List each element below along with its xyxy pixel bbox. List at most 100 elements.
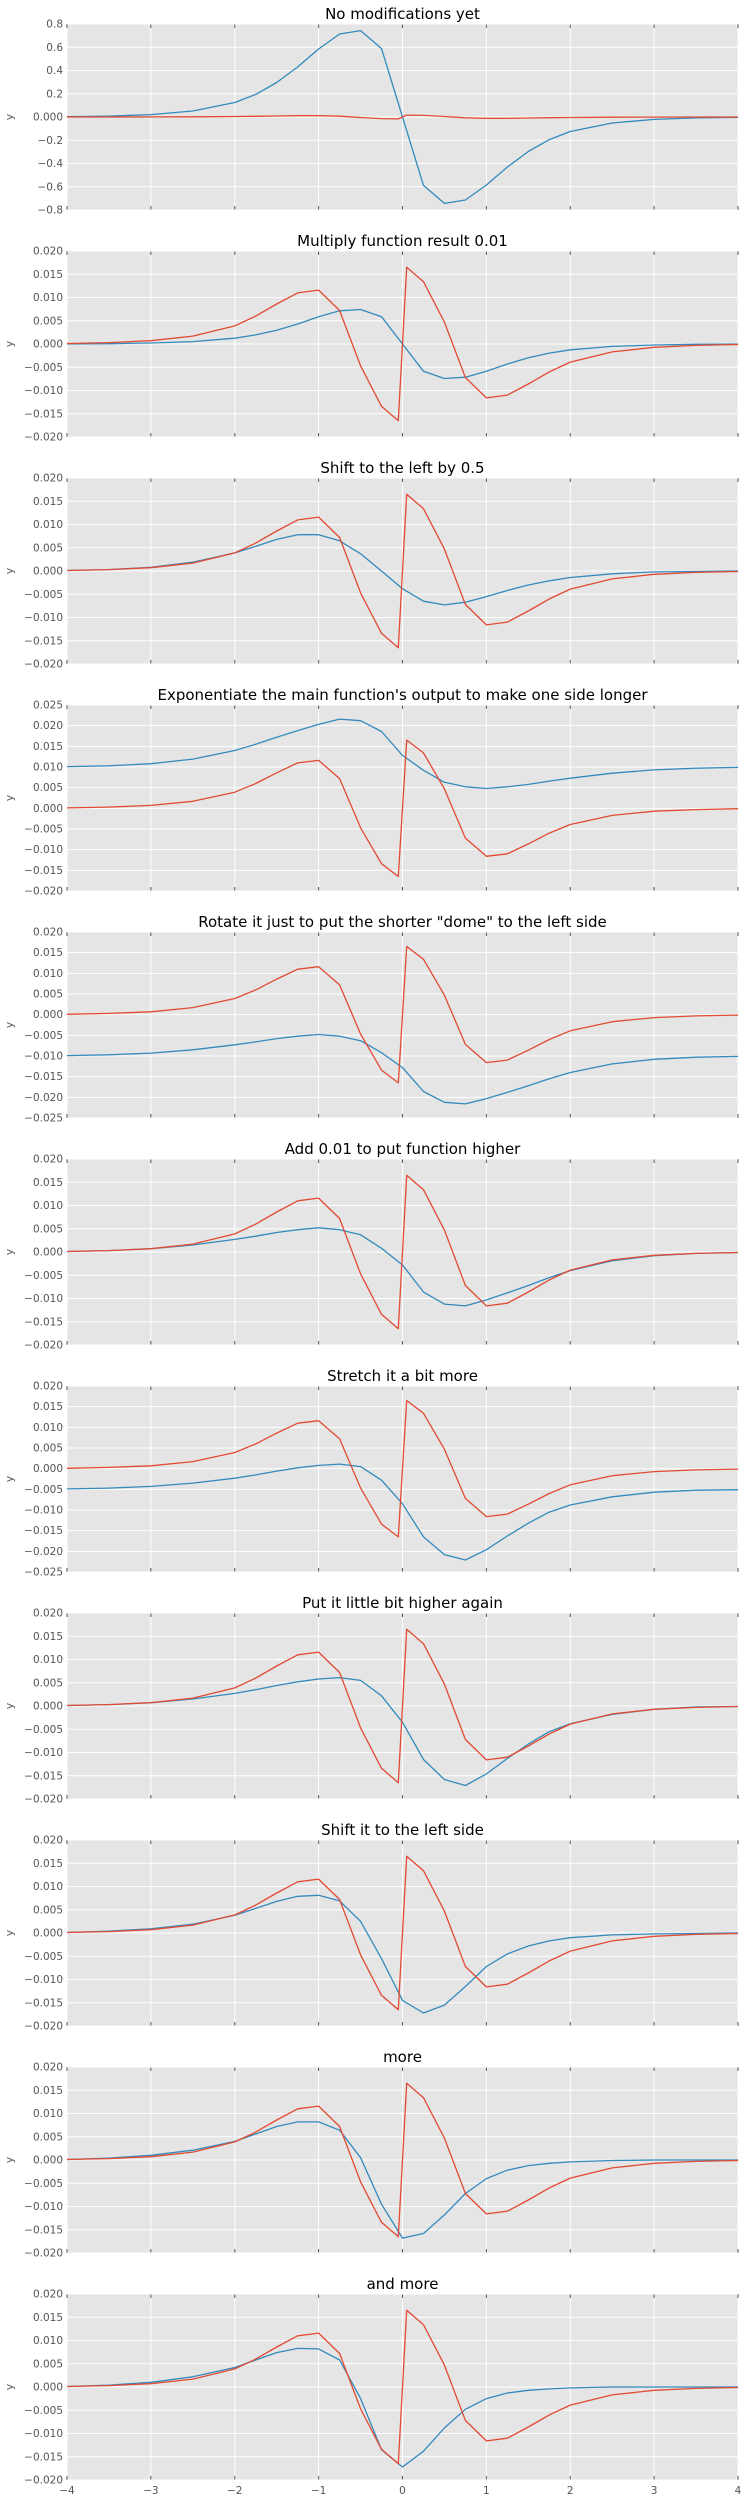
- y-tick-label: 0.005: [33, 1443, 63, 1455]
- chart-title: Rotate it just to put the shorter "dome"…: [198, 913, 607, 931]
- y-tick-label: 0.005: [33, 1677, 63, 1689]
- y-tick-label: −0.020: [24, 2248, 63, 2260]
- y-tick-label: 0.005: [33, 2358, 63, 2370]
- y-tick-label: −0.015: [24, 2451, 63, 2463]
- y-tick-label: −0.020: [24, 432, 63, 444]
- y-axis-label: y: [3, 113, 16, 120]
- y-tick-label: 0.010: [33, 968, 63, 980]
- chart-panel-8: −0.020 −0.015 −0.010 −0.005 0.000 0.005 0.010 0…: [3, 1594, 739, 1806]
- y-tick-label: 0.000: [33, 566, 63, 578]
- y-tick-label: 0.000: [33, 339, 63, 351]
- series-line-blue: [66, 1463, 739, 1561]
- y-tick-label: 0.020: [33, 720, 63, 732]
- y-tick-label: −0.015: [24, 408, 63, 420]
- y-tick-label: −0.005: [24, 2405, 63, 2417]
- series-line-red: [67, 114, 738, 120]
- y-tick-label: −0.8: [38, 205, 64, 217]
- series-line-red: [66, 1174, 739, 1330]
- series-line-red: [66, 2309, 739, 2465]
- y-tick-label: −0.020: [24, 1794, 63, 1806]
- y-tick-label: −0.6: [38, 181, 64, 193]
- chart-title: Exponentiate the main function's output …: [158, 686, 649, 704]
- y-tick-label: 0.015: [33, 1401, 63, 1413]
- y-tick-label: 0.020: [33, 246, 63, 258]
- chart-title: Shift it to the left side: [321, 1821, 484, 1839]
- chart-panel-5: −0.025 −0.020 −0.015 −0.010 −0.005 0.000 0.005…: [3, 913, 739, 1125]
- y-tick-label: 0.000: [33, 112, 63, 124]
- y-tick-label: 0.010: [33, 762, 63, 774]
- chart-panel-7: −0.025 −0.020 −0.015 −0.010 −0.005 0.000 0.005…: [3, 1367, 739, 1579]
- series-line-blue: [66, 2347, 738, 2468]
- y-tick-label: −0.010: [24, 1293, 63, 1305]
- chart-panel-10: −0.020 −0.015 −0.010 −0.005 0.000 0.005 0.010 0…: [3, 2048, 739, 2260]
- y-tick-label: 0.020: [33, 1154, 63, 1166]
- y-tick-label: 0.015: [33, 1177, 63, 1189]
- x-tick-label: −2: [227, 2485, 242, 2497]
- y-tick-label: 0.015: [33, 1631, 63, 1643]
- y-axis-label: y: [3, 340, 16, 347]
- chart-title: and more: [367, 2275, 439, 2293]
- y-tick-label: −0.010: [24, 612, 63, 624]
- y-tick-label: 0.005: [33, 315, 63, 327]
- y-tick-label: −0.010: [24, 385, 63, 397]
- y-tick-label: 0.020: [33, 1381, 63, 1393]
- y-tick-label: 0.010: [33, 1881, 63, 1893]
- y-tick-label: 0.015: [33, 2312, 63, 2324]
- chart-panel-2: −0.020 −0.015 −0.010 −0.005 0.000 0.005 0.010 0…: [3, 232, 739, 444]
- y-tick-label: 0.020: [33, 2062, 63, 2074]
- y-tick-label: 0.000: [33, 1928, 63, 1940]
- y-tick-label: 0.015: [33, 269, 63, 281]
- y-tick-label: −0.020: [24, 659, 63, 671]
- y-tick-label: 0.000: [33, 1463, 63, 1475]
- chart-panel-4: −0.020 −0.015 −0.010 −0.005 0.000 0.005 0.010 0…: [3, 686, 739, 898]
- x-tick-label: 1: [483, 2485, 490, 2497]
- y-tick-label: −0.010: [24, 2201, 63, 2213]
- chart-title: more: [383, 2048, 422, 2066]
- y-tick-label: −0.015: [24, 1316, 63, 1328]
- y-tick-label: 0.010: [33, 1200, 63, 1212]
- y-tick-label: −0.015: [24, 1525, 63, 1537]
- y-tick-label: 0.005: [33, 989, 63, 1001]
- y-tick-label: −0.005: [24, 589, 63, 601]
- x-tick-label: 0: [399, 2485, 406, 2497]
- x-tick-label: −3: [143, 2485, 158, 2497]
- y-tick-label: 0.4: [46, 65, 63, 77]
- y-tick-label: −0.010: [24, 1505, 63, 1517]
- y-tick-label: −0.005: [24, 2178, 63, 2190]
- chart-title: Shift to the left by 0.5: [320, 459, 484, 477]
- series-line-red: [66, 2082, 739, 2238]
- series-line-red: [66, 739, 739, 878]
- y-axis-label: y: [3, 1248, 16, 1255]
- y-tick-label: 0.010: [33, 1654, 63, 1666]
- chart-panel-11: −0.020 −0.015 −0.010 −0.005 0.000 0.005 0.010 0…: [3, 2275, 742, 2497]
- y-tick-label: 0.020: [33, 473, 63, 485]
- y-tick-label: −0.020: [24, 886, 63, 898]
- x-tick-label: 3: [651, 2485, 658, 2497]
- y-tick-label: −0.020: [24, 1092, 63, 1104]
- x-tick-label: −1: [311, 2485, 326, 2497]
- y-tick-label: 0.2: [46, 88, 63, 100]
- series-line-red: [66, 1628, 739, 1784]
- y-tick-label: 0.015: [33, 1858, 63, 1870]
- y-tick-label: −0.010: [24, 1747, 63, 1759]
- y-tick-label: 0.025: [33, 700, 63, 712]
- y-tick-label: 0.000: [33, 1247, 63, 1259]
- y-tick-label: −0.010: [24, 2428, 63, 2440]
- y-tick-label: −0.005: [24, 1951, 63, 1963]
- y-tick-label: 0.010: [33, 1422, 63, 1434]
- chart-panel-1: −0.8 −0.6 −0.4 −0.2 0.000 0.2 0.4 0.6 0.8 y No mod…: [3, 5, 739, 217]
- chart-panel-6: −0.020 −0.015 −0.010 −0.005 0.000 0.005 0.010 0…: [3, 1140, 739, 1352]
- y-tick-label: 0.000: [33, 1009, 63, 1021]
- series-line-red: [66, 1855, 739, 2011]
- y-axis-label: y: [3, 1702, 16, 1709]
- y-tick-label: −0.025: [24, 1113, 63, 1125]
- y-tick-label: 0.020: [33, 1608, 63, 1620]
- series-line-red: [66, 493, 739, 649]
- y-tick-label: 0.000: [33, 803, 63, 815]
- y-tick-label: 0.020: [33, 1835, 63, 1847]
- chart-title: Multiply function result 0.01: [297, 232, 508, 250]
- y-tick-label: −0.005: [24, 1270, 63, 1282]
- y-tick-label: −0.005: [24, 1724, 63, 1736]
- y-tick-label: 0.000: [33, 2155, 63, 2167]
- y-tick-label: 0.005: [33, 782, 63, 794]
